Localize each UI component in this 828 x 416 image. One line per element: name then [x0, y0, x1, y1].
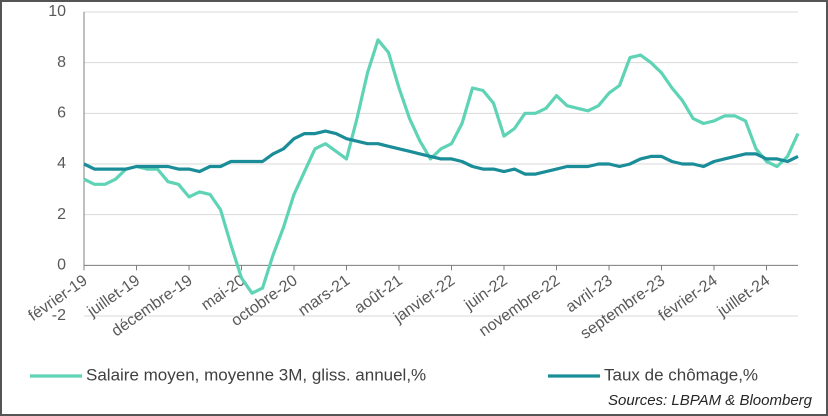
y-tick-label: 6	[57, 105, 66, 122]
y-tick-label: 0	[57, 257, 66, 274]
y-tick-label: 4	[57, 155, 66, 172]
x-tick-label: février-24	[656, 272, 721, 325]
x-tick-label: juillet-24	[714, 272, 773, 321]
x-tick-label: mars-21	[295, 272, 353, 320]
y-tick-label: 2	[57, 206, 66, 223]
source: Sources: LBPAM & Bloomberg	[608, 392, 813, 409]
y-tick-label: 10	[48, 3, 66, 20]
y-tick-label: -2	[52, 307, 66, 324]
legend-label: Salaire moyen, moyenne 3M, gliss. annuel…	[86, 365, 426, 384]
series-line	[83, 129, 799, 176]
series-line	[83, 38, 800, 295]
legend-label: Taux de chômage,%	[604, 365, 758, 384]
legend: Salaire moyen, moyenne 3M, gliss. annuel…	[30, 365, 758, 384]
y-tick-label: 8	[57, 54, 66, 71]
